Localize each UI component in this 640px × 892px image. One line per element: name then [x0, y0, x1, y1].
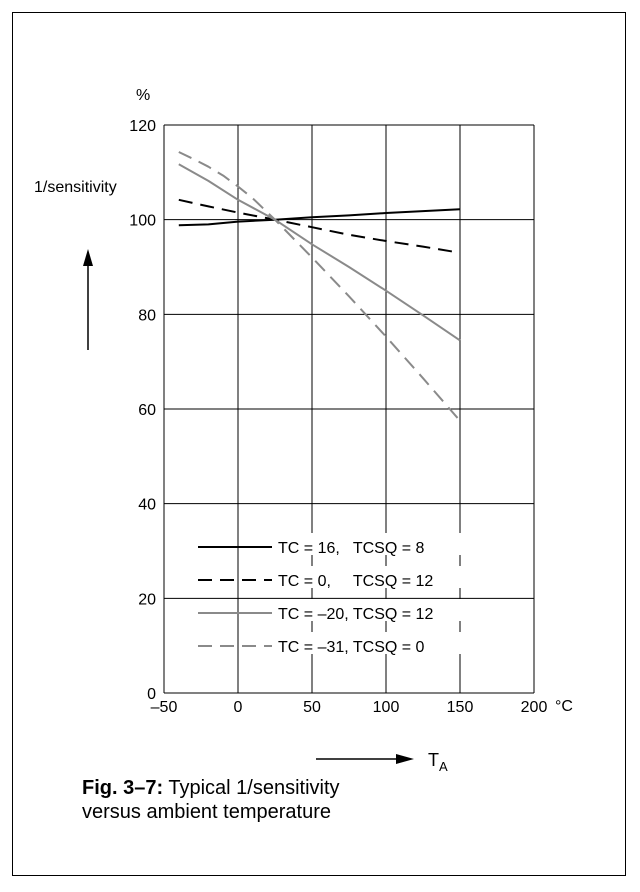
figure-caption: Fig. 3–7: Typical 1/sensitivity versus a…: [82, 776, 542, 824]
y-tick-label: 120: [129, 118, 156, 135]
y-tick-label: 100: [129, 213, 156, 230]
x-tick-label: –50: [151, 699, 178, 716]
x-tick-label: 150: [447, 699, 474, 716]
chart-grid: [163, 124, 535, 694]
series-line-4: [178, 151, 461, 422]
legend-label-3: TC = –20, TCSQ = 12: [278, 606, 433, 623]
legend-label-2: TC = 0, TCSQ = 12: [278, 573, 433, 590]
x-axis-label: TA: [428, 750, 448, 774]
legend-label-4: TC = –31, TCSQ = 0: [278, 639, 425, 656]
series-line-2: [178, 198, 461, 254]
y-tick-label: 40: [138, 497, 156, 514]
x-axis-symbol: T: [428, 750, 439, 770]
y-tick-label: 0: [147, 686, 156, 703]
figure-frame: [12, 12, 626, 876]
legend-label-1: TC = 16, TCSQ = 8: [278, 540, 425, 557]
x-tick-label: 100: [373, 699, 400, 716]
x-tick-label: 50: [303, 699, 321, 716]
x-tick-label: 0: [234, 699, 243, 716]
legend-label-bg: [275, 599, 487, 621]
chart-series: [178, 151, 461, 422]
y-axis-label: 1/sensitivity: [34, 179, 117, 196]
y-axis-arrow-icon: [83, 249, 93, 350]
x-unit-label: °C: [555, 698, 573, 715]
x-tick-label: 200: [521, 699, 548, 716]
y-unit-label: %: [136, 87, 150, 104]
y-tick-label: 20: [138, 591, 156, 608]
y-tick-label: 60: [138, 402, 156, 419]
legend-label-bg: [275, 533, 487, 555]
x-axis-arrow-icon: [316, 754, 414, 764]
caption-line2: versus ambient temperature: [82, 801, 332, 823]
caption-line1: Typical 1/sensitivity: [163, 777, 340, 799]
y-tick-label: 80: [138, 307, 156, 324]
legend-label-bg: [275, 566, 487, 588]
series-line-1: [178, 208, 461, 227]
legend-label-bg: [275, 632, 487, 654]
series-line-3: [178, 163, 461, 342]
caption-label: Fig. 3–7:: [82, 777, 164, 799]
x-axis-subscript: A: [439, 759, 448, 774]
chart-legend: TC = 16, TCSQ = 8 TC = 0, TCSQ = 12 TC = –…: [198, 533, 487, 656]
